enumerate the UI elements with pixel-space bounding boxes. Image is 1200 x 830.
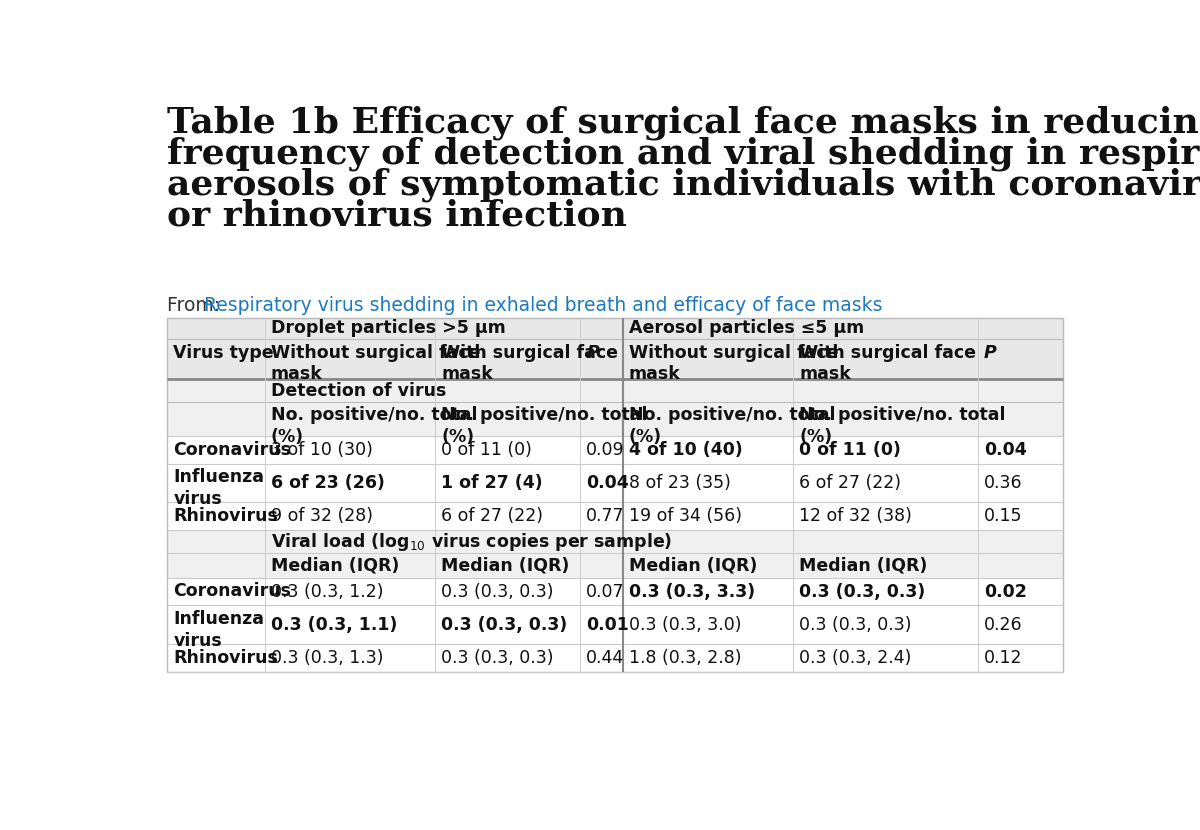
- Text: 0.3 (0.3, 1.1): 0.3 (0.3, 1.1): [271, 616, 397, 634]
- Text: 0.02: 0.02: [984, 583, 1027, 601]
- Text: 0.3 (0.3, 0.3): 0.3 (0.3, 0.3): [442, 616, 568, 634]
- Text: Median (IQR): Median (IQR): [799, 557, 928, 575]
- Text: Viral load (log$_{10}$ virus copies per sample): Viral load (log$_{10}$ virus copies per …: [271, 530, 672, 553]
- Text: Respiratory virus shedding in exhaled breath and efficacy of face masks: Respiratory virus shedding in exhaled br…: [204, 296, 883, 315]
- Bar: [167, 644, 1063, 671]
- Text: P: P: [587, 344, 599, 362]
- Text: 0.3 (0.3, 1.2): 0.3 (0.3, 1.2): [271, 583, 384, 601]
- Text: 0.15: 0.15: [984, 507, 1022, 525]
- Text: No. positive/no. total
(%): No. positive/no. total (%): [629, 406, 835, 446]
- Text: 6 of 27 (22): 6 of 27 (22): [799, 474, 901, 492]
- Bar: [167, 606, 1063, 644]
- Bar: [167, 318, 1063, 339]
- Text: 0.36: 0.36: [984, 474, 1022, 492]
- Text: Droplet particles >5 μm: Droplet particles >5 μm: [271, 320, 505, 337]
- Text: 0.07: 0.07: [587, 583, 625, 601]
- Text: 19 of 34 (56): 19 of 34 (56): [629, 507, 742, 525]
- Bar: [167, 379, 1063, 403]
- Bar: [167, 464, 1063, 502]
- Text: Median (IQR): Median (IQR): [271, 557, 400, 575]
- Text: 8 of 23 (35): 8 of 23 (35): [629, 474, 731, 492]
- Text: Virus type: Virus type: [173, 344, 274, 362]
- Text: or rhinovirus infection: or rhinovirus infection: [167, 199, 628, 233]
- Text: Without surgical face
mask: Without surgical face mask: [629, 344, 839, 383]
- Text: 0.04: 0.04: [984, 441, 1027, 459]
- Text: No. positive/no. total
(%): No. positive/no. total (%): [442, 406, 648, 446]
- Text: 4 of 10 (40): 4 of 10 (40): [629, 441, 743, 459]
- Text: Median (IQR): Median (IQR): [629, 557, 757, 575]
- Text: Rhinovirus: Rhinovirus: [173, 648, 278, 666]
- Text: 0.26: 0.26: [984, 616, 1022, 634]
- Text: 3 of 10 (30): 3 of 10 (30): [271, 441, 373, 459]
- Text: 0.3 (0.3, 3.3): 0.3 (0.3, 3.3): [629, 583, 755, 601]
- Text: Table 1b Efficacy of surgical face masks in reducing respiratory virus: Table 1b Efficacy of surgical face masks…: [167, 105, 1200, 140]
- Text: 0.04: 0.04: [587, 474, 629, 492]
- Text: 0.01: 0.01: [587, 616, 629, 634]
- Text: With surgical face
mask: With surgical face mask: [799, 344, 977, 383]
- Bar: [167, 578, 1063, 606]
- Text: 0 of 11 (0): 0 of 11 (0): [442, 441, 533, 459]
- Text: aerosols of symptomatic individuals with coronavirus, influenza virus: aerosols of symptomatic individuals with…: [167, 168, 1200, 203]
- Text: 0 of 11 (0): 0 of 11 (0): [799, 441, 901, 459]
- Text: 0.3 (0.3, 0.3): 0.3 (0.3, 0.3): [442, 649, 554, 666]
- Bar: [167, 339, 1063, 379]
- Text: 0.3 (0.3, 3.0): 0.3 (0.3, 3.0): [629, 616, 742, 634]
- Text: Rhinovirus: Rhinovirus: [173, 507, 278, 525]
- Text: 0.3 (0.3, 2.4): 0.3 (0.3, 2.4): [799, 649, 912, 666]
- Text: Median (IQR): Median (IQR): [442, 557, 570, 575]
- Text: 0.3 (0.3, 0.3): 0.3 (0.3, 0.3): [442, 583, 554, 601]
- Text: Influenza
virus: Influenza virus: [173, 610, 264, 650]
- Text: With surgical face
mask: With surgical face mask: [442, 344, 618, 383]
- Text: 6 of 27 (22): 6 of 27 (22): [442, 507, 544, 525]
- Text: 1.8 (0.3, 2.8): 1.8 (0.3, 2.8): [629, 649, 742, 666]
- Bar: [167, 436, 1063, 464]
- Text: Detection of virus: Detection of virus: [271, 382, 446, 400]
- Text: Influenza
virus: Influenza virus: [173, 468, 264, 508]
- Text: 0.44: 0.44: [587, 649, 624, 666]
- Text: 0.3 (0.3, 0.3): 0.3 (0.3, 0.3): [799, 583, 925, 601]
- Text: 0.77: 0.77: [587, 507, 625, 525]
- Text: P: P: [984, 344, 997, 362]
- Bar: [167, 403, 1063, 436]
- Bar: [167, 553, 1063, 578]
- Text: 0.12: 0.12: [984, 649, 1022, 666]
- Text: 6 of 23 (26): 6 of 23 (26): [271, 474, 385, 492]
- Text: Coronavirus: Coronavirus: [173, 441, 292, 459]
- Text: 12 of 32 (38): 12 of 32 (38): [799, 507, 912, 525]
- Text: 0.3 (0.3, 0.3): 0.3 (0.3, 0.3): [799, 616, 912, 634]
- Text: 0.3 (0.3, 1.3): 0.3 (0.3, 1.3): [271, 649, 384, 666]
- Text: frequency of detection and viral shedding in respiratory droplets and: frequency of detection and viral sheddin…: [167, 137, 1200, 171]
- Text: Without surgical face
mask: Without surgical face mask: [271, 344, 480, 383]
- Bar: [167, 530, 1063, 553]
- Text: 9 of 32 (28): 9 of 32 (28): [271, 507, 373, 525]
- Text: 0.09: 0.09: [587, 441, 625, 459]
- Text: Aerosol particles ≤5 μm: Aerosol particles ≤5 μm: [629, 320, 864, 337]
- Text: No. positive/no. total
(%): No. positive/no. total (%): [799, 406, 1006, 446]
- Text: Coronavirus: Coronavirus: [173, 583, 292, 600]
- Text: From:: From:: [167, 296, 226, 315]
- Text: No. positive/no. total
(%): No. positive/no. total (%): [271, 406, 478, 446]
- Text: 1 of 27 (4): 1 of 27 (4): [442, 474, 544, 492]
- Bar: [167, 502, 1063, 530]
